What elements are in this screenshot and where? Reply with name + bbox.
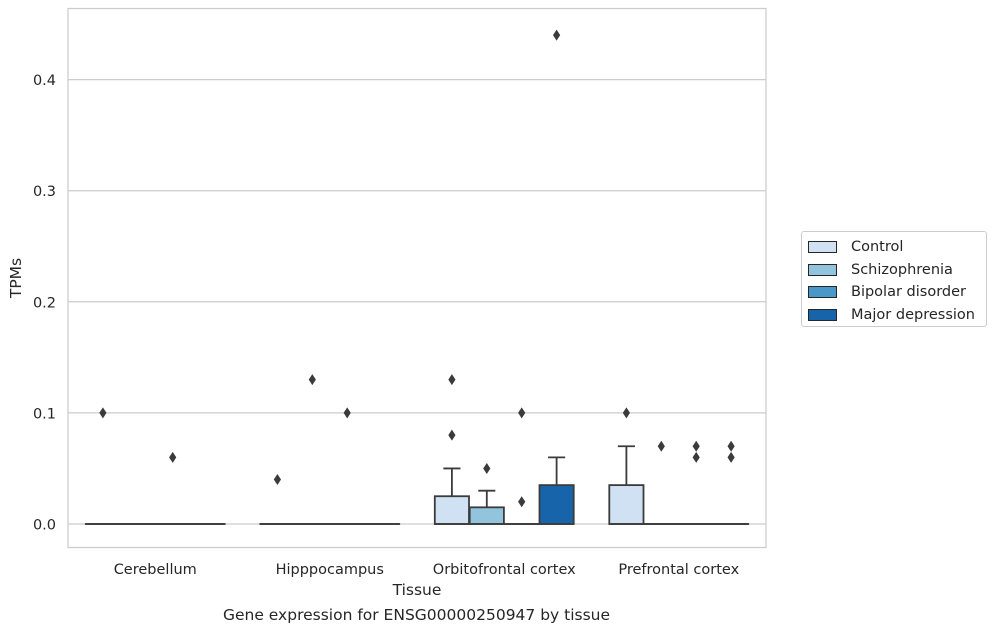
legend-label: Control [851,239,904,256]
box-1-2 [329,407,366,525]
outlier-point [518,407,526,419]
box-2-0 [433,374,470,525]
x-tick-label: Cerebellum [114,562,197,578]
box-2-1 [468,462,505,525]
legend-swatch [808,286,837,299]
y-tick-label: 0.2 [33,295,56,311]
box-body [468,506,505,525]
plot-frame [67,7,767,549]
outlier-point [518,496,526,508]
outlier-point [553,29,561,41]
x-tick-label: Orbitofrontal cortex [433,562,576,578]
box-2-3 [538,29,575,525]
legend-label: Bipolar disorder [851,284,966,301]
outlier-point [448,429,456,441]
outlier-point [692,440,700,452]
legend-item: Schizophrenia [808,259,986,282]
y-tick-label: 0.4 [33,73,56,89]
y-axis-label: TPMs [7,258,25,299]
x-tick-label: Prefrontal cortex [618,562,739,578]
outlier-point [273,474,281,486]
y-tick-label: 0.0 [33,518,56,534]
outlier-point [99,407,107,419]
legend-label: Major depression [851,306,975,323]
legend-swatch [808,308,837,321]
outlier-point [308,374,316,386]
box-1-1 [294,374,331,525]
plot-boxes [84,29,750,525]
box-body [433,495,470,525]
box-3-3 [713,440,750,525]
outlier-point [657,440,665,452]
box-2-2 [503,407,540,525]
y-tick-labels: 0.0 0.1 0.2 0.3 0.4 [33,73,56,533]
box-body [608,484,645,525]
y-tick-label: 0.3 [33,184,56,200]
x-tick-label: Hipppocampus [276,562,384,578]
box-3-2 [678,440,715,525]
outlier-point [727,440,735,452]
outlier-point [448,374,456,386]
legend-item: Major depression [808,304,986,327]
legend-item: Control [808,236,986,259]
legend-item: Bipolar disorder [808,281,986,304]
box-0-2 [154,451,191,525]
box-3-0 [608,407,645,525]
legend-swatch [808,263,837,276]
outlier-point [622,407,630,419]
x-axis-label: Tissue [392,581,442,599]
legend: Control Schizophrenia Bipolar disorder Majo… [801,231,987,327]
outlier-point [343,407,351,419]
x-tick-labels: Cerebellum Hipppocampus Orbitofrontal cort… [114,562,740,578]
figure-caption: Gene expression for ENSG00000250947 by t… [222,606,611,624]
box-0-0 [84,407,121,525]
legend-swatch [808,241,837,254]
outlier-point [483,462,491,474]
box-3-1 [643,440,680,525]
outlier-point [692,451,700,463]
outlier-point [727,451,735,463]
box-body [538,484,575,525]
box-1-0 [259,474,296,525]
legend-label: Schizophrenia [851,261,953,278]
y-tick-label: 0.1 [33,406,56,422]
outlier-point [169,451,177,463]
